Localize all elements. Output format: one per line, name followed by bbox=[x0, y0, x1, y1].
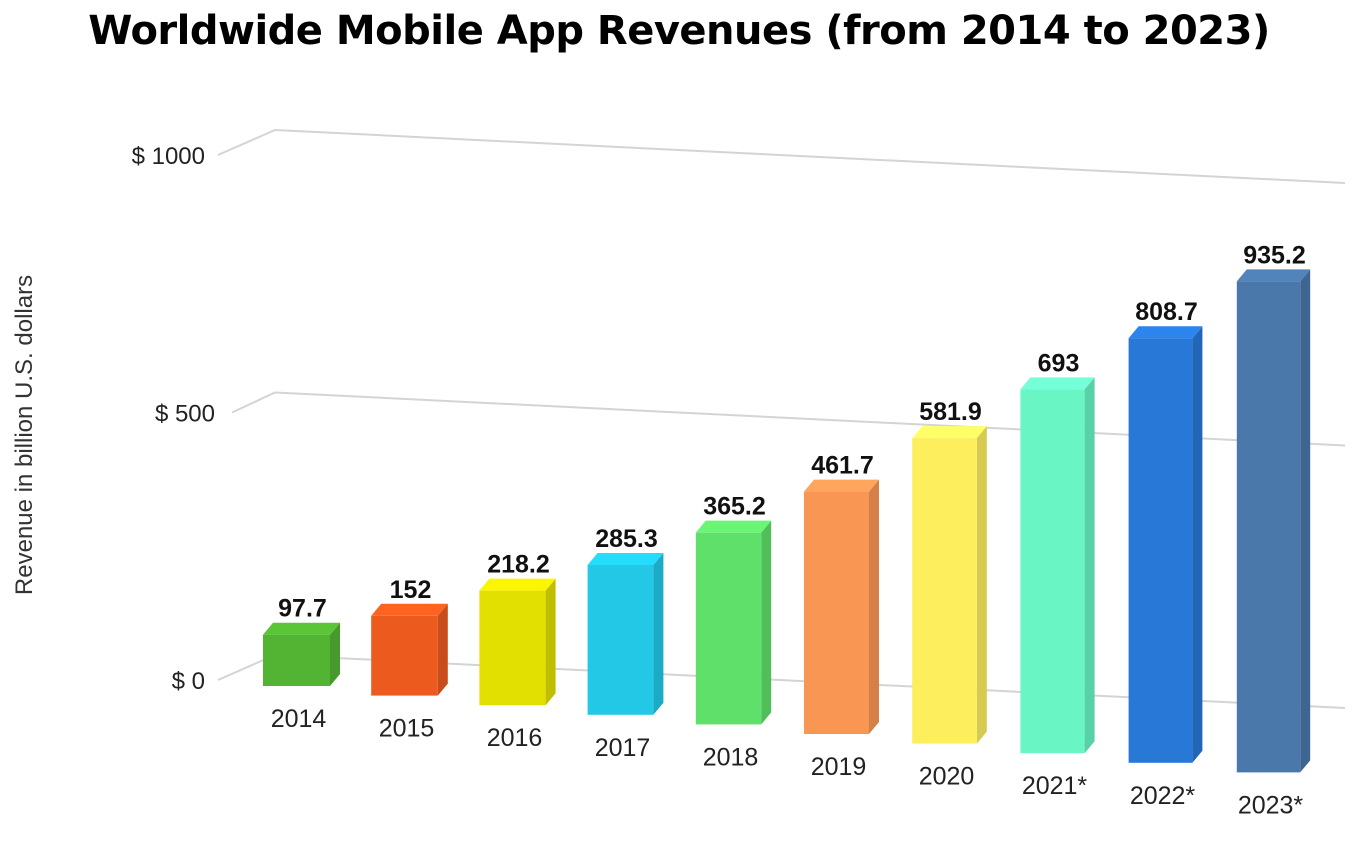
bar-side bbox=[545, 578, 556, 706]
bar-2020 bbox=[912, 426, 987, 744]
bar-side bbox=[869, 479, 879, 734]
bar-side bbox=[976, 426, 987, 744]
x-tick-label: 2023* bbox=[1238, 791, 1304, 819]
bar-2023* bbox=[1236, 269, 1311, 773]
bar-2021* bbox=[1020, 377, 1095, 754]
bar-side bbox=[761, 520, 772, 725]
bar-front bbox=[1236, 281, 1301, 773]
gridline bbox=[231, 391, 1346, 447]
y-tick-label: $ 0 bbox=[172, 668, 205, 695]
bar-2017 bbox=[587, 553, 664, 715]
value-labels: 97.7 152 218.2 285.3 365.2 461.7 581.9 693 808.7… bbox=[278, 241, 1306, 622]
bar-2019 bbox=[804, 479, 879, 734]
bar-front bbox=[371, 615, 438, 696]
x-tick-label: 2015 bbox=[379, 715, 435, 743]
y-tick-label: $ 1000 bbox=[132, 143, 205, 170]
bar-side bbox=[437, 603, 448, 696]
bar-side bbox=[1084, 377, 1095, 754]
bar-side bbox=[1192, 326, 1203, 763]
x-tick-label: 2017 bbox=[595, 734, 651, 762]
chart-title: Worldwide Mobile App Revenues (from 2014… bbox=[88, 8, 1270, 54]
bar-front bbox=[1128, 338, 1193, 763]
x-tick-label: 2016 bbox=[487, 724, 543, 752]
bar-front bbox=[479, 590, 546, 706]
bar-top bbox=[371, 603, 448, 616]
bar-top bbox=[1236, 269, 1311, 282]
value-label: 461.7 bbox=[811, 452, 874, 480]
bar-top bbox=[1020, 377, 1095, 390]
value-label: 808.7 bbox=[1135, 298, 1198, 326]
y-tick-label: $ 500 bbox=[155, 401, 215, 428]
x-tick-label: 2022* bbox=[1130, 782, 1196, 810]
bar-side bbox=[1300, 269, 1311, 773]
x-tick-label: 2018 bbox=[703, 743, 759, 771]
bar-2022* bbox=[1128, 326, 1203, 763]
value-label: 581.9 bbox=[919, 398, 982, 426]
bar-top bbox=[695, 520, 772, 533]
x-tick-label: 2021* bbox=[1022, 772, 1088, 800]
x-tick-label: 2014 bbox=[271, 705, 327, 733]
value-label: 935.2 bbox=[1243, 241, 1306, 269]
bar-top bbox=[479, 578, 556, 591]
value-label: 97.7 bbox=[278, 595, 327, 623]
bar-2016 bbox=[479, 578, 556, 706]
gridline bbox=[217, 128, 1346, 184]
bar-top bbox=[912, 426, 987, 439]
bar-top bbox=[587, 553, 664, 566]
bar-top bbox=[804, 479, 879, 492]
bar-top bbox=[263, 622, 340, 635]
y-axis-label: Revenue in billion U.S. dollars bbox=[11, 275, 38, 595]
bar-side bbox=[330, 622, 340, 686]
bar-front bbox=[587, 565, 654, 715]
value-label: 693 bbox=[1038, 349, 1080, 377]
value-label: 285.3 bbox=[595, 525, 658, 553]
bars bbox=[263, 269, 1311, 773]
value-label: 218.2 bbox=[487, 551, 550, 579]
bar-side bbox=[653, 553, 664, 715]
bar-top bbox=[1128, 326, 1203, 339]
value-label: 365.2 bbox=[703, 493, 766, 521]
bar-front bbox=[695, 532, 762, 725]
y-axis-ticks: $ 0 $ 500 $ 1000 bbox=[132, 143, 215, 695]
x-axis-labels: 2014 2015 2016 2017 2018 2019 2020 2021* 2022* 20… bbox=[271, 705, 1304, 819]
bar-front bbox=[263, 634, 330, 686]
x-tick-label: 2019 bbox=[811, 753, 867, 781]
bar-2015 bbox=[371, 603, 448, 696]
bar-2014 bbox=[263, 622, 340, 686]
x-tick-label: 2020 bbox=[919, 763, 975, 791]
value-label: 152 bbox=[390, 576, 432, 604]
bar-2018 bbox=[695, 520, 772, 725]
bar-front bbox=[912, 438, 977, 744]
bar-front bbox=[804, 491, 869, 734]
bar-front bbox=[1020, 389, 1085, 754]
